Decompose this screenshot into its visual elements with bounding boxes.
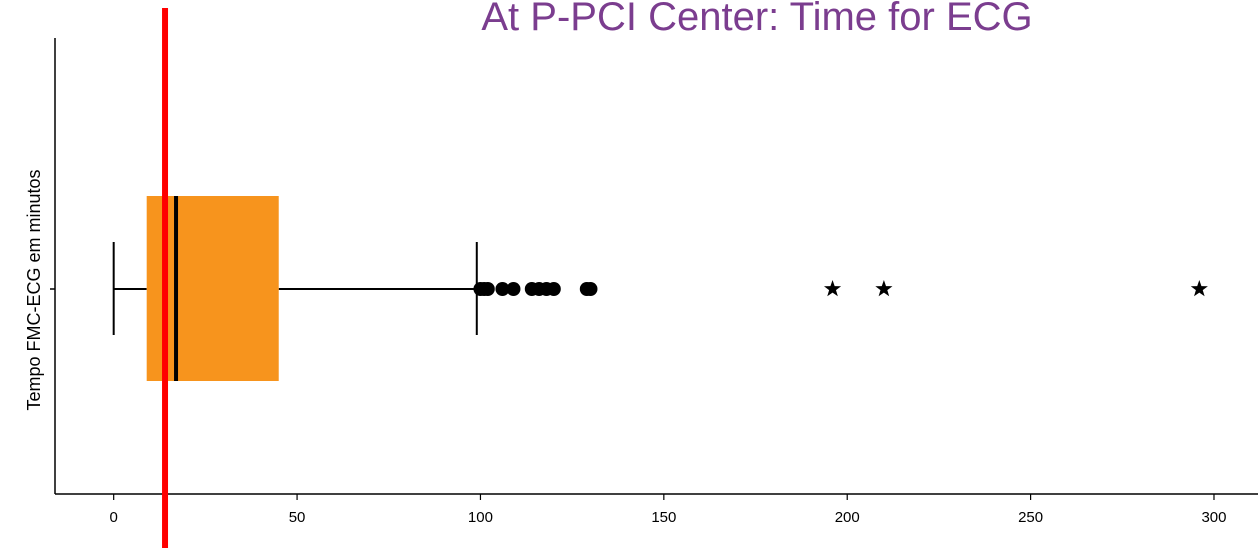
outlier-point-10 — [583, 282, 598, 296]
x-tick-label-50: 50 — [289, 509, 306, 526]
extreme-star-0 — [823, 280, 842, 297]
y-axis-label: Tempo FMC-ECG em minutos — [24, 169, 44, 410]
outlier-point-3 — [495, 282, 510, 296]
box — [146, 196, 279, 381]
outlier-point-2 — [480, 282, 495, 296]
x-tick-label-300: 300 — [1201, 509, 1226, 526]
iqr-box — [146, 196, 279, 381]
axes — [50, 38, 1258, 495]
x-tick-label-0: 0 — [110, 509, 118, 526]
x-tick-label-250: 250 — [1018, 509, 1043, 526]
x-tick-label-200: 200 — [835, 509, 860, 526]
outlier-point-4 — [506, 282, 521, 296]
extreme-star-2 — [1190, 280, 1208, 297]
chart-title: At P-PCI Center: Time for ECG — [481, 0, 1032, 39]
x-tick-label-100: 100 — [468, 509, 493, 526]
outliers — [473, 282, 598, 296]
x-tick-label-150: 150 — [651, 509, 676, 526]
outlier-point-8 — [546, 282, 561, 296]
x-axis-ticks: 0 50 100 150 200 250 300 — [110, 494, 1227, 526]
extreme-values — [823, 280, 1208, 297]
extreme-star-1 — [875, 280, 893, 297]
